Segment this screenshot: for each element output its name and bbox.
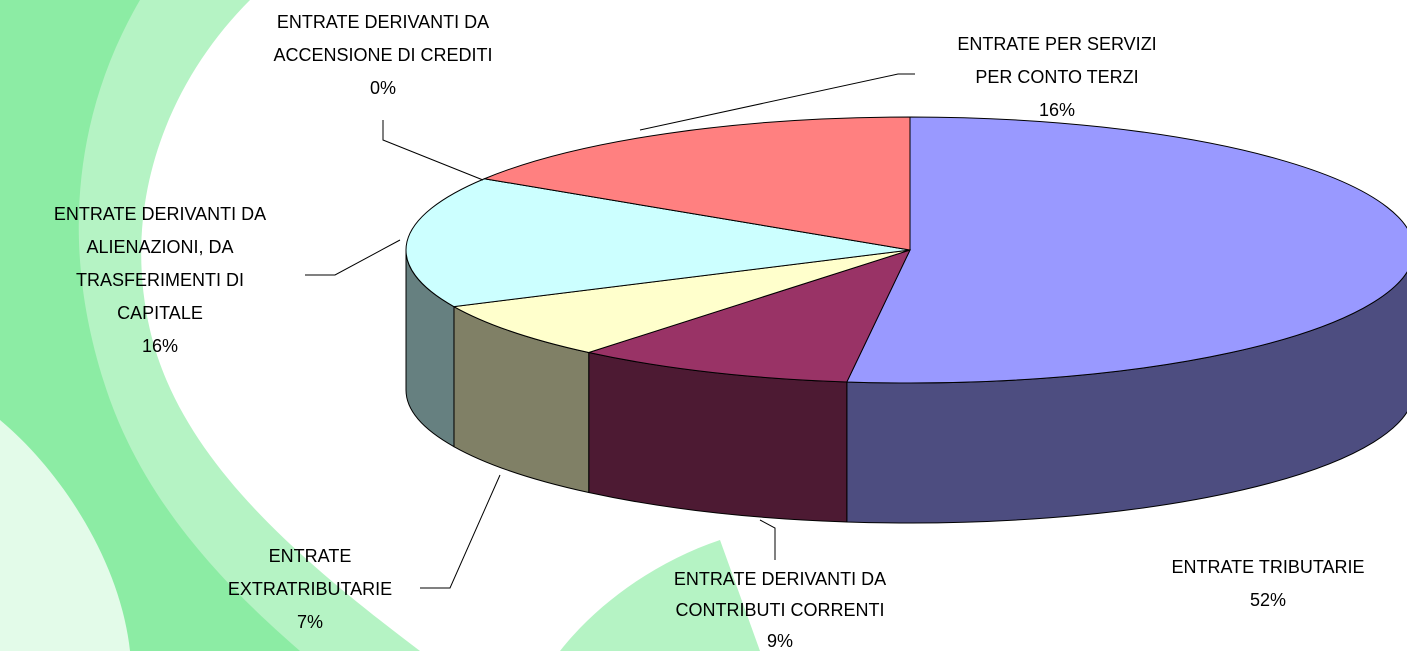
pie-slice: [482, 116, 911, 251]
pie-slice: [452, 249, 911, 353]
leader-line: [382, 120, 484, 181]
category-label: ENTRATE DERIVANTI DA ALIENAZIONI, DA TRA…: [53, 204, 267, 323]
category-label: ENTRATE DERIVANTI DA ACCENSIONE DI CREDI…: [273, 12, 493, 65]
data-label: ENTRATE DERIVANTI DA ALIENAZIONI, DA TRA…: [0, 198, 320, 363]
pie-slice: [586, 249, 911, 383]
leader-line: [639, 73, 915, 131]
data-label: ENTRATE EXTRATRIBUTARIE 7%: [190, 540, 430, 639]
data-label: ENTRATE PER SERVIZI PER CONTO TERZI 16%: [897, 28, 1217, 127]
category-label: ENTRATE EXTRATRIBUTARIE: [227, 546, 393, 599]
data-label: ENTRATE TRIBUTARIE 52%: [1118, 551, 1407, 617]
value-label: 0%: [369, 78, 396, 98]
data-label: ENTRATE DERIVANTI DA CONTRIBUTI CORRENTI…: [620, 564, 940, 657]
pie-slice: [405, 178, 911, 308]
data-label: ENTRATE DERIVANTI DA ACCENSIONE DI CREDI…: [223, 6, 543, 105]
leader-line: [759, 519, 776, 560]
category-label: ENTRATE PER SERVIZI PER CONTO TERZI: [957, 34, 1157, 87]
leader-lines: [305, 73, 915, 589]
value-label: 7%: [296, 612, 323, 632]
background-decoration: [0, 0, 760, 651]
value-label: 9%: [766, 631, 793, 651]
pie-tops: [405, 116, 1407, 384]
value-label: 16%: [141, 336, 179, 356]
leader-line: [305, 239, 401, 276]
category-label: ENTRATE DERIVANTI DA CONTRIBUTI CORRENTI: [673, 569, 887, 620]
value-label: 16%: [1038, 100, 1076, 120]
leader-line: [420, 474, 501, 589]
pie-slice: [846, 116, 1407, 384]
value-label: 52%: [1249, 590, 1287, 610]
category-label: ENTRATE TRIBUTARIE: [1171, 557, 1365, 577]
